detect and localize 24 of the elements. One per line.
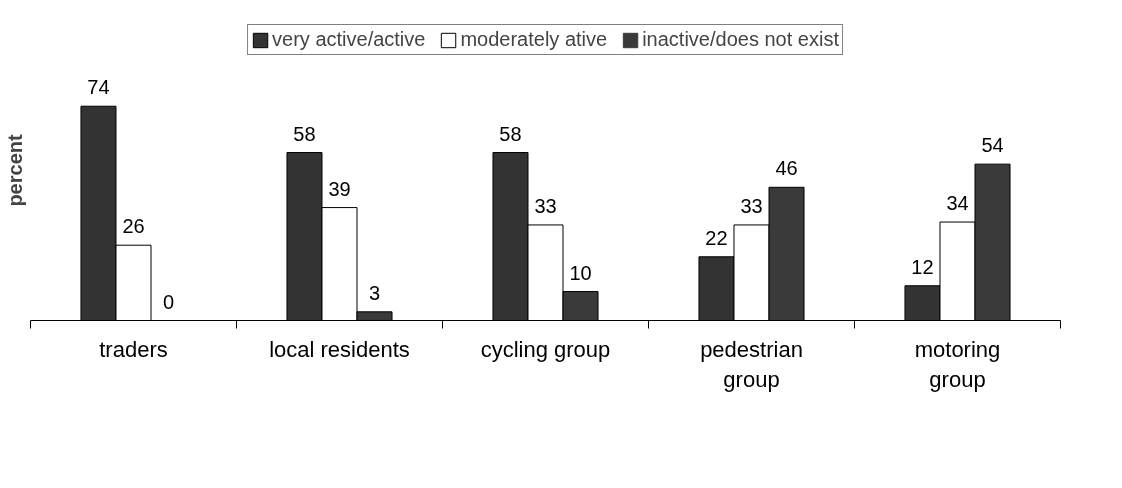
data-label: 22 <box>705 226 728 249</box>
data-label: 34 <box>946 192 969 215</box>
data-label: 3 <box>368 281 381 304</box>
x-tick-label: local residents <box>269 336 410 362</box>
data-label: 12 <box>911 255 934 278</box>
data-label: 54 <box>981 134 1004 157</box>
data-label: 0 <box>162 290 175 313</box>
data-label: 33 <box>534 194 557 217</box>
data-label: 58 <box>293 122 316 145</box>
data-label: 46 <box>775 157 798 180</box>
data-label: 33 <box>740 194 763 217</box>
legend-label: very active/active <box>272 28 426 51</box>
data-label: 39 <box>328 177 351 200</box>
y-axis-title: percent <box>3 134 26 207</box>
x-tick-label: pedestrian group <box>700 336 803 392</box>
data-label: 26 <box>122 215 145 238</box>
legend-label: moderately ative <box>460 28 608 51</box>
data-label: 58 <box>499 122 522 145</box>
x-tick-label: motoring group <box>914 336 1001 392</box>
data-label: 74 <box>87 76 110 99</box>
legend-label: inactive/does not exist <box>642 28 839 51</box>
x-tick-label: traders <box>99 336 168 362</box>
x-tick-label: cycling group <box>480 336 611 362</box>
data-label: 10 <box>569 261 592 284</box>
